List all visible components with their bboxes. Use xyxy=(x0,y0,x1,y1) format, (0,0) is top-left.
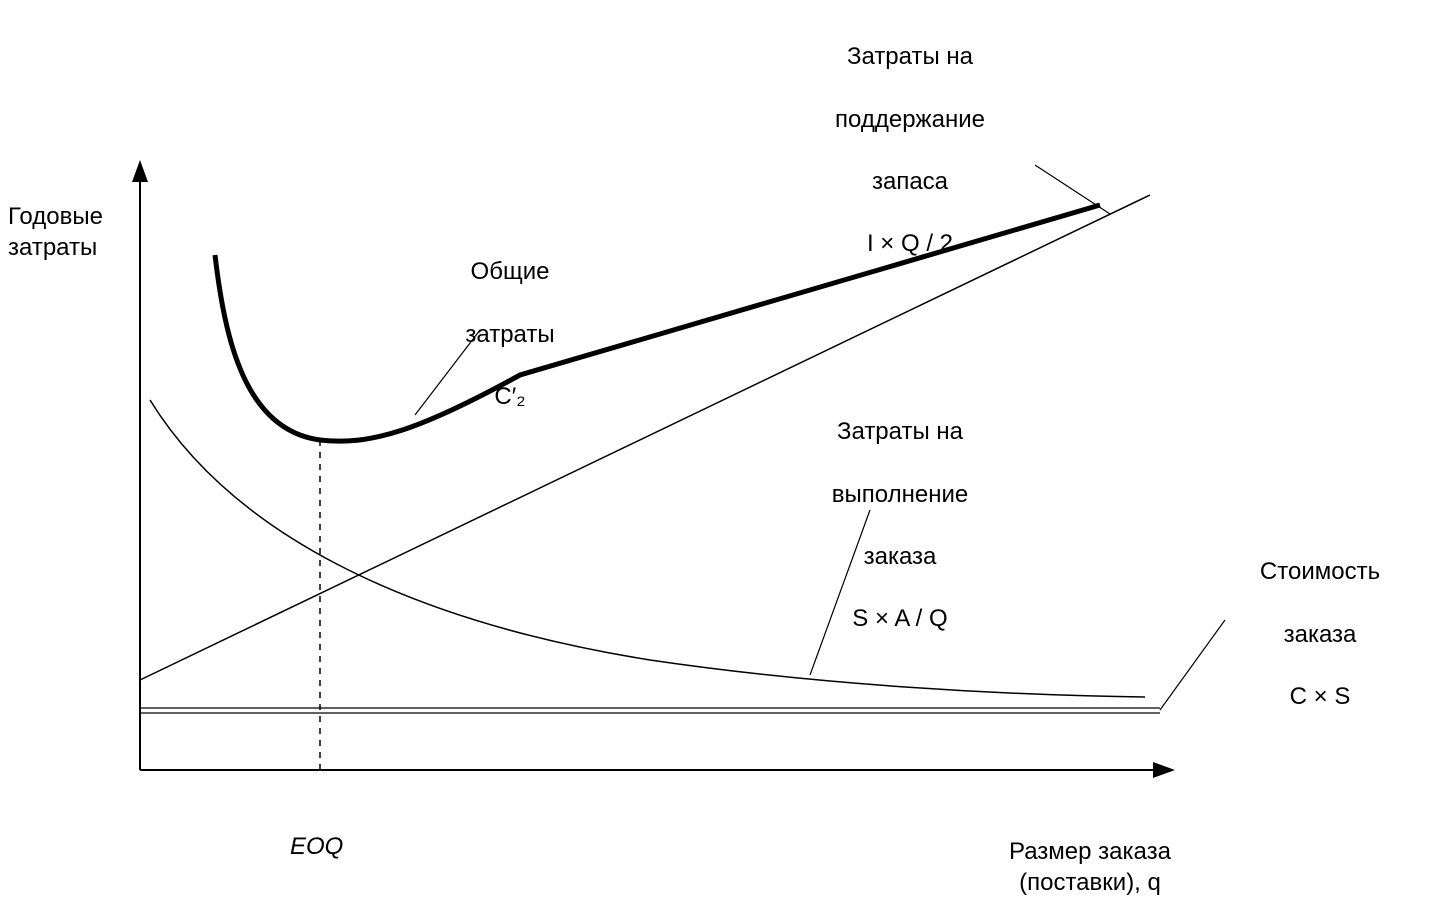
holding-cost-label-l1: Затраты на xyxy=(847,43,973,70)
order-value-formula: C × S xyxy=(1290,683,1351,710)
holding-cost-formula: I × Q / 2 xyxy=(867,230,953,257)
y-axis-label: Годовые затраты xyxy=(8,170,103,264)
x-axis-arrow xyxy=(1153,762,1175,778)
ordering-cost-label-l1: Затраты на xyxy=(837,418,963,445)
total-cost-label-l1: Общие xyxy=(471,258,550,285)
x-axis-label: Размер заказа (поставки), q xyxy=(960,805,1220,899)
chart-svg xyxy=(0,0,1437,912)
ordering-cost-label-l3: заказа xyxy=(864,543,937,570)
ordering-cost-formula: S × A / Q xyxy=(852,605,947,632)
y-axis-label-text: Годовые затраты xyxy=(8,203,103,261)
y-axis-arrow xyxy=(132,160,148,182)
leader-order-value xyxy=(1160,620,1225,710)
eoq-label-text: EOQ xyxy=(290,833,343,860)
leader-holding-cost xyxy=(1035,165,1110,214)
ordering-cost-label-l2: выполнение xyxy=(832,481,968,508)
holding-cost-label-l3: запаса xyxy=(872,168,948,195)
total-cost-formula: C′₂ xyxy=(494,383,525,410)
order-value-label-l2: заказа xyxy=(1284,621,1357,648)
ordering-cost-label: Затраты на выполнение заказа S × A / Q xyxy=(790,385,1010,635)
total-cost-label: Общие затраты C′₂ xyxy=(430,225,590,412)
order-value-label: Стоимость заказа C × S xyxy=(1230,525,1410,712)
eoq-label: EOQ xyxy=(290,800,343,862)
holding-cost-label: Затраты на поддержание запаса I × Q / 2 xyxy=(780,10,1040,260)
total-cost-label-l2: затраты xyxy=(465,321,554,348)
holding-cost-label-l2: поддержание xyxy=(835,106,985,133)
order-value-label-l1: Стоимость xyxy=(1260,558,1380,585)
x-axis-label-line1: Размер заказа (поставки), q xyxy=(1009,838,1171,896)
eoq-chart: Годовые затраты Размер заказа (поставки)… xyxy=(0,0,1437,912)
